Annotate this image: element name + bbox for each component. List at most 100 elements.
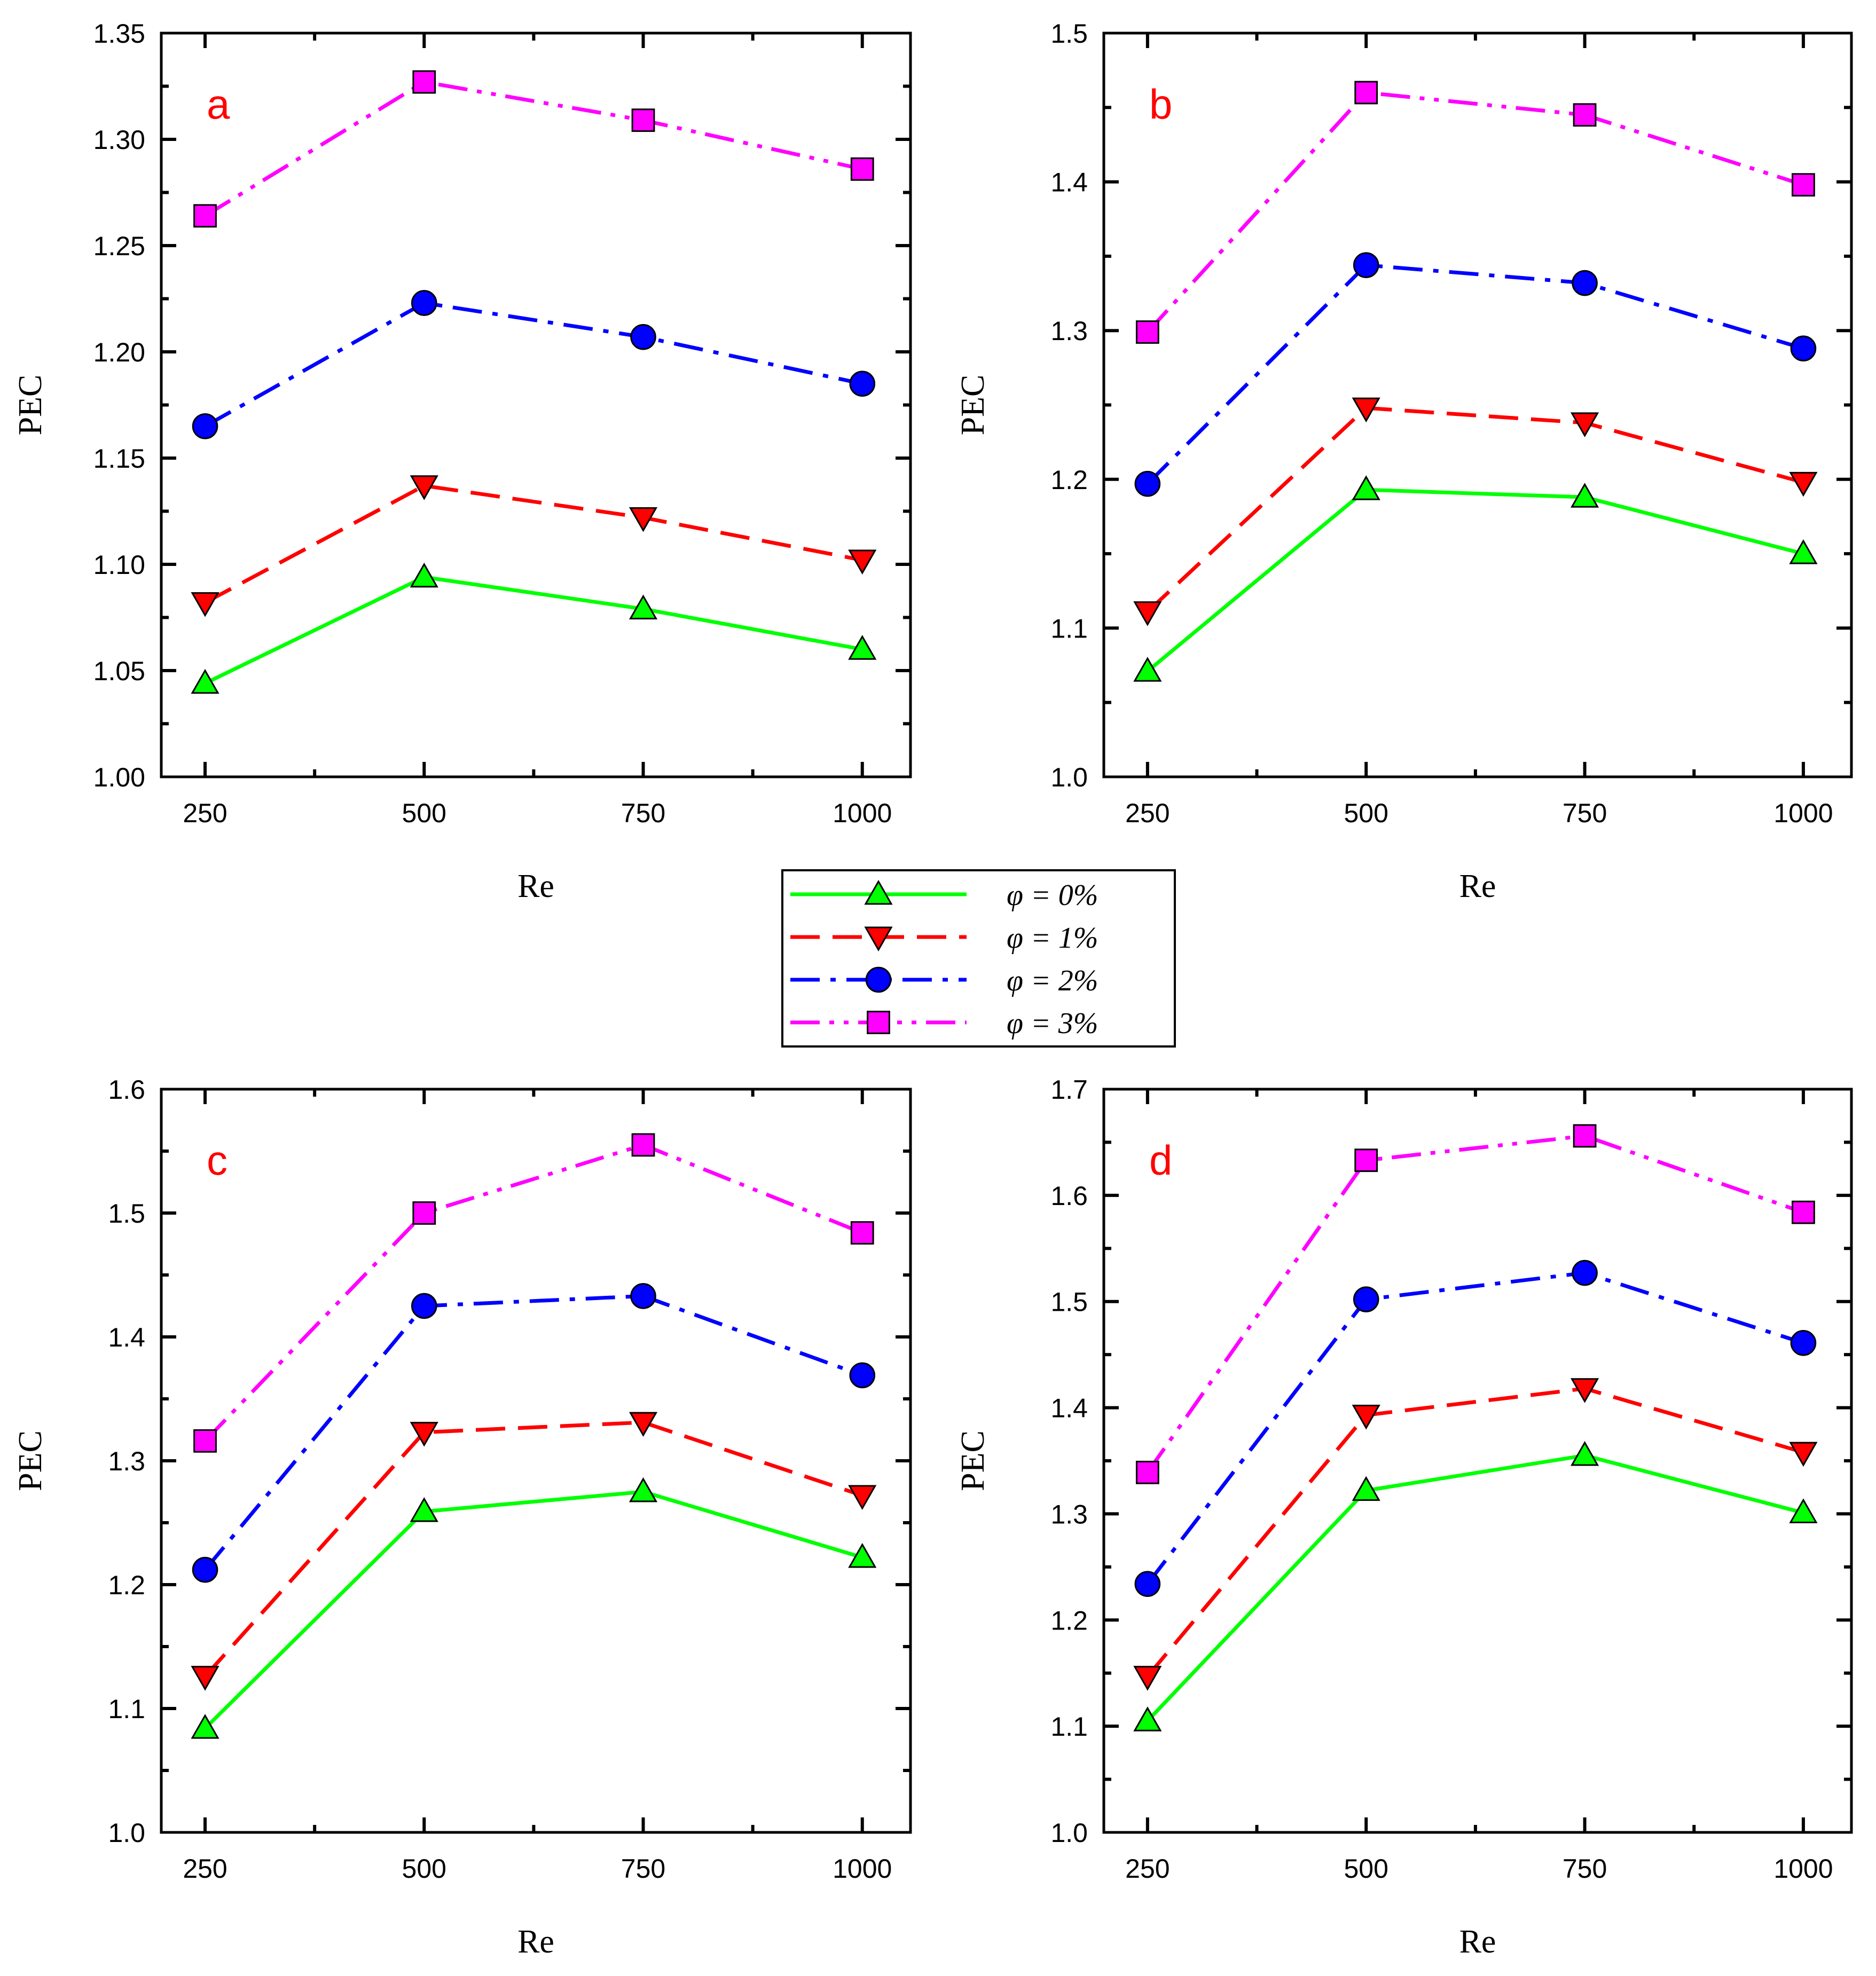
series-line	[203, 1294, 863, 1571]
x-tick-label: 500	[1344, 798, 1388, 828]
data-point	[630, 1283, 656, 1309]
y-axis-title: PEC	[955, 375, 991, 436]
series-phi1	[1133, 1378, 1818, 1691]
y-tick-label: 1.2	[1050, 1605, 1088, 1635]
x-tick-label: 500	[1344, 1854, 1388, 1884]
data-point	[1134, 1571, 1161, 1597]
data-point	[412, 1201, 436, 1225]
x-axis-title: Re	[517, 868, 554, 904]
data-point	[1135, 1460, 1159, 1484]
chart-panel-b: 1.0 1.1 1.2 1.3 1.4 1.5 250 500 750 1000 Re PEC b	[955, 19, 1853, 904]
data-point	[629, 507, 658, 532]
x-tick-label: 750	[621, 798, 665, 828]
data-point	[193, 1429, 217, 1453]
data-point	[410, 475, 438, 500]
y-tick-label: 1.1	[1050, 1712, 1088, 1742]
data-point	[850, 157, 874, 181]
data-point	[1573, 103, 1597, 127]
series-phi0	[191, 1477, 877, 1739]
data-point	[1789, 1442, 1818, 1467]
data-point	[849, 371, 876, 397]
data-point	[630, 324, 656, 350]
data-point	[192, 413, 218, 439]
data-point	[631, 108, 655, 132]
y-tick-label: 1.3	[1050, 316, 1088, 346]
data-point	[410, 1497, 438, 1522]
x-axis-title: Re	[1459, 1924, 1496, 1960]
data-point	[848, 549, 877, 575]
series-phi3	[193, 70, 874, 228]
x-tick-label: 500	[402, 1854, 446, 1884]
series-phi1	[1133, 397, 1818, 626]
data-point	[410, 562, 438, 588]
data-point	[1790, 1329, 1817, 1356]
y-tick-label: 1.1	[1050, 613, 1088, 643]
x-tick-label: 750	[621, 1854, 665, 1884]
data-point	[1572, 1259, 1598, 1286]
x-axis-title: Re	[1459, 868, 1496, 904]
x-tick-label: 500	[402, 798, 446, 828]
series-line	[204, 575, 863, 686]
y-tick-label: 1.10	[93, 550, 145, 580]
legend-label: φ = 0%	[1007, 879, 1098, 912]
series-phi1	[191, 1412, 877, 1691]
data-point	[412, 70, 436, 94]
data-point	[1352, 475, 1380, 500]
data-point	[1133, 1666, 1162, 1691]
x-tick-label: 1000	[833, 1854, 892, 1884]
data-point	[629, 1412, 658, 1437]
y-tick-label: 1.6	[1050, 1181, 1088, 1211]
y-axis-title: PEC	[955, 1430, 991, 1491]
y-tick-label: 1.35	[93, 19, 145, 49]
data-point	[1792, 1200, 1815, 1224]
data-point	[1133, 1706, 1162, 1731]
data-point	[848, 635, 877, 660]
data-point	[410, 1422, 438, 1447]
data-point	[1352, 1476, 1380, 1501]
data-point	[848, 1485, 877, 1510]
data-point	[629, 594, 658, 620]
series-line	[1146, 487, 1804, 673]
series-phi0	[191, 562, 877, 694]
legend-marker	[865, 966, 892, 993]
y-tick-label: 1.4	[1050, 168, 1088, 198]
x-tick-label: 250	[183, 798, 227, 828]
x-tick-label: 250	[1125, 1854, 1169, 1884]
series-phi3	[1135, 1124, 1815, 1484]
x-axis-title: Re	[517, 1924, 554, 1960]
y-axis-title: PEC	[12, 375, 49, 436]
data-point	[1790, 335, 1817, 361]
x-tick-label: 1000	[1773, 1854, 1833, 1884]
legend-label: φ = 1%	[1007, 922, 1098, 955]
panel-label: c	[207, 1137, 227, 1184]
series-phi3	[193, 1133, 874, 1453]
data-point	[629, 1477, 658, 1502]
y-tick-label: 1.4	[1050, 1394, 1088, 1423]
y-tick-label: 1.05	[93, 656, 145, 686]
y-tick-label: 1.2	[108, 1570, 145, 1600]
data-point	[192, 1556, 218, 1583]
data-point	[1573, 1124, 1597, 1148]
series-phi2	[192, 290, 876, 439]
panels: 1.00 1.05 1.10 1.15 1.20 1.25 1.30 1.35 250 500 75…	[12, 19, 1853, 1960]
series-phi2	[1134, 1259, 1817, 1597]
data-point	[1135, 320, 1159, 344]
series-line	[204, 80, 863, 218]
series-line	[1146, 406, 1804, 613]
data-point	[1134, 470, 1161, 497]
data-point	[1352, 1404, 1380, 1430]
series-line	[203, 1420, 863, 1678]
legend-marker	[867, 1011, 890, 1034]
x-tick-label: 250	[183, 1854, 227, 1884]
series-phi3	[1135, 81, 1815, 344]
data-point	[1570, 1378, 1599, 1403]
panel-label: a	[207, 81, 230, 128]
y-tick-label: 1.30	[93, 125, 145, 155]
legend-label: φ = 2%	[1007, 964, 1098, 997]
series-line	[1146, 90, 1804, 334]
series-line	[204, 301, 863, 428]
data-point	[191, 1714, 219, 1739]
data-point	[1789, 539, 1818, 564]
series-line	[204, 484, 863, 604]
data-point	[1354, 1148, 1378, 1172]
